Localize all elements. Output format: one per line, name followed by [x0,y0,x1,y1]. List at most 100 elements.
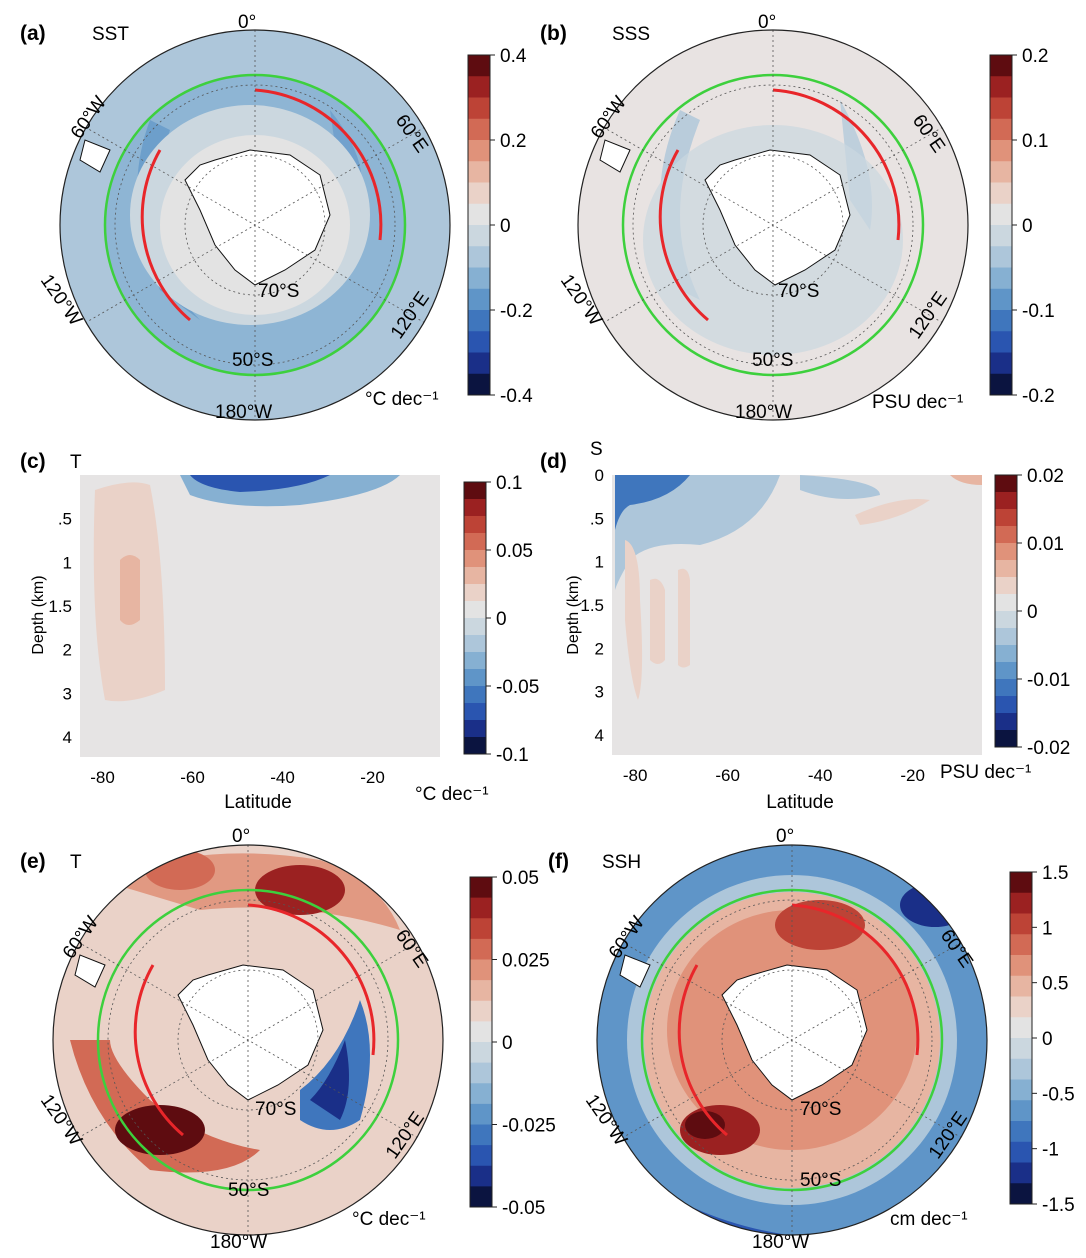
colorbar-c-tick-label-1: 0.05 [496,541,533,562]
colorbar-a-swatch-14 [468,352,490,375]
colorbar-e-swatch-6 [470,1000,492,1022]
panel-d-salty-column-1 [625,540,643,700]
panel-d-ytick-4: 2 [595,639,604,658]
panel-f-tag: (f) [548,850,569,873]
panel-c-tag: (c) [20,450,46,473]
panel-e-t-map: (e) T 0° 60°E 120°E 180°W 120°W 60°W 70°… [20,826,556,1253]
colorbar-c-swatch-2 [464,516,486,534]
colorbar-e-swatch-14 [470,1165,492,1187]
colorbar-d-swatch-14 [995,713,1017,731]
colorbar-b-swatch-7 [990,203,1012,226]
colorbar-a-tick-label-1: 0.2 [500,131,526,152]
panel-d-xtick-0: -80 [623,766,648,785]
colorbar-c-swatch-7 [464,601,486,619]
colorbar-c-swatch-9 [464,635,486,653]
colorbar-d-tick-label-1: 0.01 [1027,534,1064,555]
map-e-lon-0: 0° [232,826,250,847]
colorbar-b-swatch-0 [990,55,1012,77]
colorbar-d-swatch-12 [995,679,1017,697]
panel-f-var: SSH [602,852,641,873]
colorbar-b-swatch-8 [990,225,1012,247]
colorbar-b-swatch-5 [990,161,1012,183]
colorbar-a-swatch-3 [468,118,490,141]
panel-d-fresh-patch [800,475,880,499]
panel-d-ytick-2: 1 [595,553,604,572]
colorbar-e-swatch-12 [470,1124,492,1146]
colorbar-c-swatch-0 [464,482,486,500]
panel-f-colorbar: 1.5 1 0.5 0 -0.5 -1 -1.5 [1009,863,1075,1216]
colorbar-a-swatch-5 [468,161,490,183]
panel-e-tag: (e) [20,850,46,873]
colorbar-d-tick-label-3: -0.01 [1027,670,1070,691]
colorbar-e-swatch-11 [470,1103,492,1125]
panel-f-unit: cm dec⁻¹ [890,1209,968,1230]
panel-c-unit: °C dec⁻¹ [415,784,489,805]
panel-b-sss: (b) SSS 0° 60°E 120°E 180°W 120°W 60°W 7… [540,12,1055,423]
colorbar-a-swatch-7 [468,203,490,226]
panel-a-map [60,30,450,420]
panel-d-salty-column-2 [650,578,665,664]
panel-b-unit: PSU dec⁻¹ [872,392,963,413]
panel-d-ytick-6: 4 [595,726,604,745]
panel-d-fresh-lens [615,475,780,590]
panel-b-var: SSS [612,24,650,45]
panel-d-ytick-5: 3 [595,683,604,702]
colorbar-a-swatch-9 [468,246,490,268]
colorbar-f-swatch-11 [1010,1100,1032,1122]
panel-c-cold-core [190,475,330,492]
panel-a-sst: (a) SST 0° 60°E 120°E 180°W 120°W 60°W 7… [20,12,533,423]
panel-e-map [53,845,443,1235]
map-a-lat-50: 50°S [232,350,273,371]
colorbar-a-swatch-10 [468,267,490,290]
map-b-lon-180: 180°W [735,402,792,423]
panel-d-xtick-3: -20 [900,766,925,785]
panel-c-ytick-3: 2 [63,641,72,660]
panel-d-axes: -80 -60 -40 -20 0 .5 1 1.5 2 3 4 [580,466,925,785]
colorbar-f-tick-label-2: 0.5 [1042,974,1068,995]
colorbar-e-swatch-15 [470,1186,492,1208]
colorbar-f-swatch-12 [1010,1121,1032,1143]
colorbar-f-swatch-9 [1010,1058,1032,1080]
colorbar-d-swatch-7 [995,594,1017,612]
colorbar-c-swatch-6 [464,584,486,602]
panel-d-ylabel: Depth (km) [565,575,582,654]
map-a-lat-70: 70°S [258,281,299,302]
colorbar-b-swatch-15 [990,373,1012,396]
colorbar-d-swatch-6 [995,577,1017,595]
colorbar-b-swatch-13 [990,331,1012,353]
colorbar-f-tick-label-3: 0 [1042,1029,1053,1050]
panel-b-colorbar: 0.2 0.1 0 -0.1 -0.2 [989,46,1055,407]
colorbar-b-swatch-14 [990,352,1012,375]
colorbar-c-swatch-14 [464,720,486,738]
colorbar-e-swatch-9 [470,1062,492,1084]
colorbar-c-swatch-15 [464,737,486,755]
panel-c-xtick-2: -40 [270,768,295,787]
colorbar-e-tick-label-2: 0 [502,1033,513,1054]
colorbar-f-swatch-2 [1010,913,1032,935]
colorbar-c-swatch-4 [464,550,486,568]
panel-e-unit: °C dec⁻¹ [352,1209,426,1230]
panel-c-warm-core [120,555,140,625]
colorbar-e-swatch-3 [470,938,492,960]
map-b-lat-50: 50°S [752,350,793,371]
panel-a-var: SST [92,24,129,45]
colorbar-b-tick-label-0: 0.2 [1022,46,1048,67]
panel-d-title: S [590,439,603,460]
colorbar-c-swatch-1 [464,499,486,517]
colorbar-b-swatch-12 [990,310,1012,332]
colorbar-c-swatch-5 [464,567,486,585]
panel-f-map [597,845,987,1235]
colorbar-d-swatch-0 [995,475,1017,493]
map-a-lon-180: 180°W [215,402,272,423]
panel-d-ytick-1: .5 [590,509,604,528]
panel-c-axes: -80 -60 -40 -20 .5 1 1.5 2 3 4 [48,510,384,787]
colorbar-a-tick-label-0: 0.4 [500,46,527,67]
colorbar-f-swatch-6 [1010,996,1032,1018]
panel-b-map [578,30,968,420]
map-f-lat-50: 50°S [800,1170,841,1191]
colorbar-e-swatch-1 [470,897,492,919]
colorbar-a-swatch-13 [468,331,490,353]
colorbar-a-swatch-1 [468,76,490,98]
map-e-lat-70: 70°S [255,1099,296,1120]
